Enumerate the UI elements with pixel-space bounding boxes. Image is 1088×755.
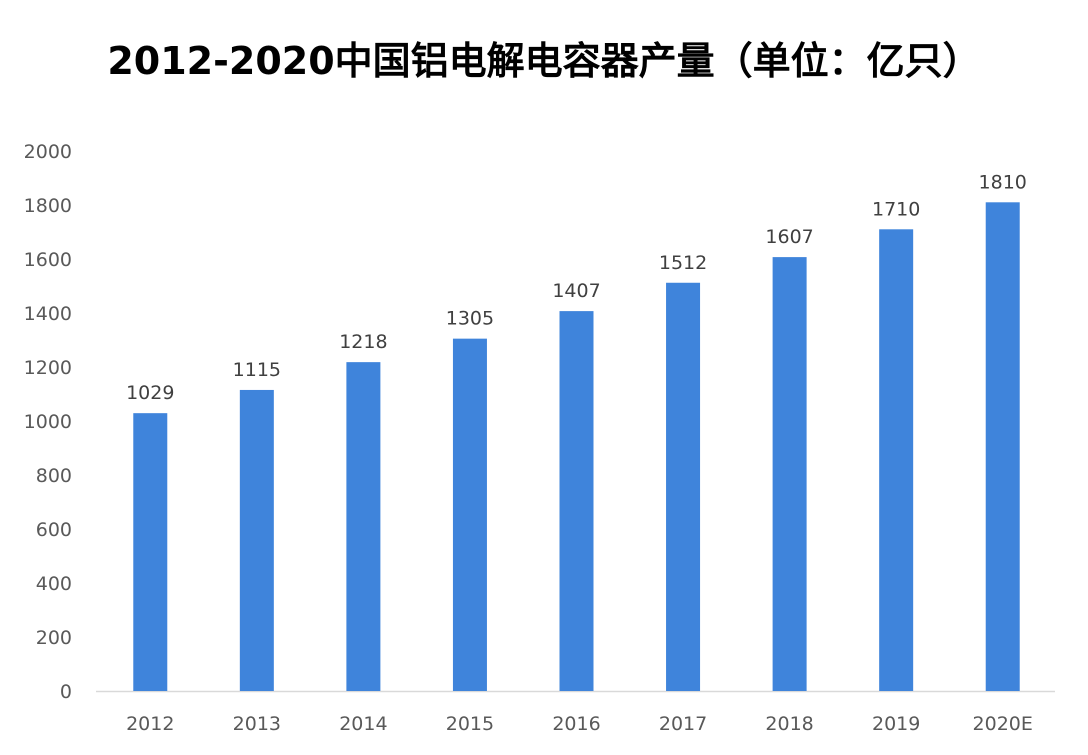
x-axis: 2012 2013 2014 2015 2016 2017 2018 2019 2020E [126,713,1033,735]
data-label: 1710 [872,198,920,220]
data-label: 1512 [659,252,707,274]
bar [452,338,487,691]
x-tick-label: 2019 [872,713,920,735]
bar [879,229,914,692]
y-tick-label: 1600 [24,249,72,271]
y-tick-label: 800 [36,465,72,487]
data-label: 1115 [233,359,281,381]
bar [239,389,274,691]
bar-series [133,202,1020,692]
y-tick-label: 1200 [24,357,72,379]
bar [133,413,168,691]
y-tick-label: 0 [60,681,72,703]
bar [346,362,381,691]
x-tick-label: 2020E [973,713,1033,735]
x-tick-label: 2018 [765,713,813,735]
bar [985,202,1020,692]
y-tick-label: 1400 [24,303,72,325]
data-label: 1607 [765,226,813,248]
chart-title: 2012-2020中国铝电解电容器产量（单位：亿只） [107,39,981,83]
x-tick-label: 2014 [339,713,387,735]
x-tick-label: 2012 [126,713,174,735]
bar [559,311,594,691]
x-tick-label: 2013 [233,713,281,735]
x-tick-label: 2015 [446,713,494,735]
data-label: 1305 [446,308,494,330]
y-axis: 0 200 400 600 800 1000 1200 1400 1600 1800 2000 [24,141,72,703]
y-tick-label: 2000 [24,141,72,163]
bar [666,282,701,691]
y-tick-label: 200 [36,627,72,649]
y-tick-label: 1800 [24,195,72,217]
y-tick-label: 1000 [24,411,72,433]
data-label: 1218 [339,331,387,353]
x-tick-label: 2016 [552,713,600,735]
data-labels: 1029 1115 1218 1305 1407 1512 1607 1710 1810 [126,171,1027,404]
data-label: 1029 [126,382,174,404]
data-label: 1407 [552,280,600,302]
data-label: 1810 [979,171,1027,193]
x-tick-label: 2017 [659,713,707,735]
bar [772,257,807,691]
y-tick-label: 400 [36,573,72,595]
y-tick-label: 600 [36,519,72,541]
